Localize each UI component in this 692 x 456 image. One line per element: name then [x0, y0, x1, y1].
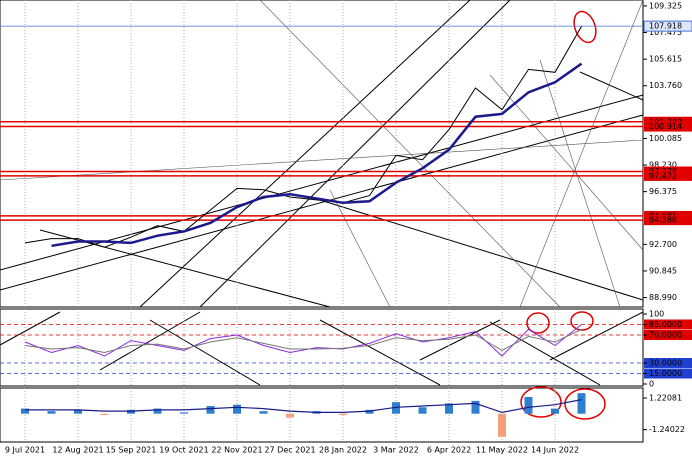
y-tick-label-box — [644, 358, 692, 368]
annotation-circle — [526, 312, 550, 334]
trend-line — [319, 319, 441, 386]
histogram-bar — [74, 409, 82, 414]
y-tick-label: 107.475 — [649, 28, 682, 37]
series-line — [51, 62, 583, 248]
trend-line — [259, 0, 561, 308]
trend-line — [319, 199, 644, 301]
x-tick-label: 11 May 2022 — [476, 446, 528, 455]
y-tick-label: 15.0000 — [649, 369, 682, 378]
trend-lines — [0, 0, 644, 386]
macd-panel — [0, 387, 644, 443]
x-tick-label: 22 Nov 2021 — [211, 446, 262, 455]
series-line — [24, 328, 582, 354]
histogram-bar — [233, 404, 241, 414]
trend-line — [139, 0, 471, 308]
annotation-circle — [564, 388, 606, 420]
y-tick-label: 30.0000 — [649, 359, 682, 368]
histogram-bar — [445, 403, 453, 414]
trend-line — [99, 311, 201, 371]
trend-line — [329, 189, 391, 308]
histogram-bar — [365, 409, 374, 414]
x-tick-label: 15 Sep 2021 — [106, 446, 157, 455]
histogram-bar — [339, 413, 347, 415]
last-price-box — [643, 20, 692, 32]
series-line — [24, 26, 582, 248]
y-tick-label: 105.615 — [649, 55, 682, 64]
trend-line — [519, 0, 644, 308]
histogram-bar — [153, 408, 162, 414]
signal-line — [25, 399, 582, 414]
histogram-bar — [551, 408, 559, 414]
histogram-bar — [100, 413, 109, 415]
trend-line — [0, 139, 644, 181]
annotation-circle — [520, 386, 562, 418]
annotation-circle — [570, 311, 594, 331]
y-tick-label-box — [644, 368, 692, 379]
x-tick-label: 9 Jul 2021 — [5, 446, 45, 455]
histogram-bar — [47, 411, 56, 414]
y-tick-label: 100 — [649, 310, 664, 319]
level-label-box — [644, 170, 692, 181]
x-tick-label: 19 Oct 2021 — [159, 446, 208, 455]
y-tick-label: 0 — [649, 380, 654, 389]
level-label: 94.388 — [649, 216, 677, 225]
trend-line — [199, 0, 511, 308]
x-tick-label: 27 Dec 2021 — [264, 446, 315, 455]
histogram-bar — [21, 408, 29, 414]
y-tick-label-box — [644, 319, 692, 330]
histogram-bar — [180, 412, 188, 414]
annotation-circle — [573, 10, 597, 44]
series-line — [24, 324, 582, 357]
trend-line — [0, 311, 61, 346]
level-label: 100.914 — [649, 122, 682, 131]
level-label: 97.472 — [649, 171, 677, 180]
price-panel — [0, 0, 644, 308]
y-tick-label: 90.845 — [649, 266, 677, 275]
y-tick-label: 103.760 — [649, 81, 682, 90]
level-label-box — [644, 215, 692, 226]
y-tick-label: 96.375 — [649, 187, 677, 196]
histogram-bar — [524, 397, 533, 414]
y-tick-label-box — [644, 330, 692, 340]
x-tick-label: 14 Jun 2022 — [531, 446, 579, 455]
y-tick-label: -1.24022 — [649, 425, 685, 434]
last-price-label: 107.918 — [649, 22, 682, 31]
y-tick-label: 98.230 — [649, 161, 677, 170]
y-tick-label: 109.325 — [649, 1, 682, 10]
x-tick-label: 6 Apr 2022 — [427, 446, 471, 455]
oscillator-panel — [0, 308, 644, 387]
histogram-bar — [392, 402, 400, 414]
histogram-bar — [206, 406, 215, 414]
histogram-bar — [471, 400, 480, 414]
trend-line — [0, 114, 644, 291]
trend-line — [39, 229, 331, 308]
y-tick-label: 1.22081 — [649, 394, 682, 403]
histogram-bar — [498, 413, 506, 437]
histogram-bar — [259, 411, 268, 414]
trend-line — [579, 71, 644, 101]
level-label-box — [644, 121, 692, 132]
histogram-bar — [577, 393, 586, 414]
x-tick-label: 3 Mar 2022 — [373, 446, 419, 455]
y-tick-label: 100.085 — [649, 134, 682, 143]
trend-line — [489, 321, 601, 386]
x-tick-label: 28 Jan 2022 — [319, 446, 367, 455]
y-tick-label: 88.990 — [649, 293, 677, 302]
y-tick-label: 92.700 — [649, 240, 677, 249]
trend-line — [419, 319, 501, 361]
y-tick-label: 70.0000 — [649, 331, 682, 340]
histogram-bar — [418, 407, 427, 414]
histogram-bar — [286, 413, 294, 418]
y-tick-label: 85.0000 — [649, 320, 682, 329]
histogram-bar — [127, 409, 135, 414]
x-tick-label: 12 Aug 2021 — [52, 446, 103, 455]
annotations — [520, 10, 606, 420]
trend-line — [549, 311, 644, 361]
trend-line — [539, 59, 621, 308]
trend-line — [149, 319, 261, 386]
